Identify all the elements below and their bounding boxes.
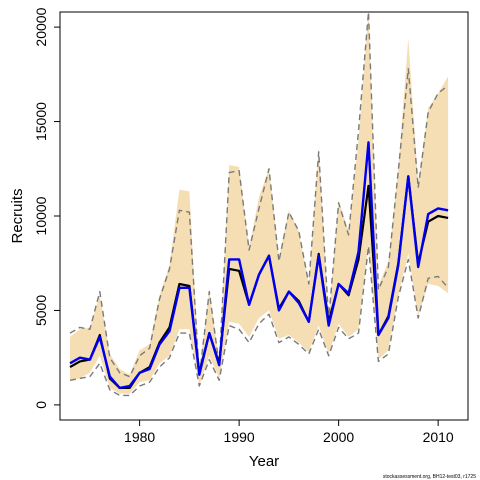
x-tick-label: 1980 xyxy=(124,429,155,445)
x-tick-label: 1990 xyxy=(224,429,255,445)
y-tick-label: 0 xyxy=(33,401,49,409)
plot-area xyxy=(69,12,449,397)
ci-bound-line-0 xyxy=(69,12,449,378)
source-credit: stockassessment.org, BH12-test03, r1725 xyxy=(383,474,476,480)
y-tick-label: 10000 xyxy=(33,196,49,235)
estimate-line-3 xyxy=(69,141,449,390)
y-tick-label: 20000 xyxy=(33,7,49,46)
confidence-band xyxy=(70,12,449,394)
axes: 1980 1990 2000 2010 0 5000 10000 15000 20000 xyxy=(33,7,454,445)
ci-bound-line-1 xyxy=(69,245,449,397)
y-tick-label: 15000 xyxy=(33,102,49,141)
y-tick-label: 5000 xyxy=(33,295,49,326)
x-axis-title: Year xyxy=(249,453,279,470)
x-tick-label: 2010 xyxy=(423,429,454,445)
x-tick-label: 2000 xyxy=(323,429,354,445)
y-axis-title: Recruits xyxy=(9,188,26,243)
